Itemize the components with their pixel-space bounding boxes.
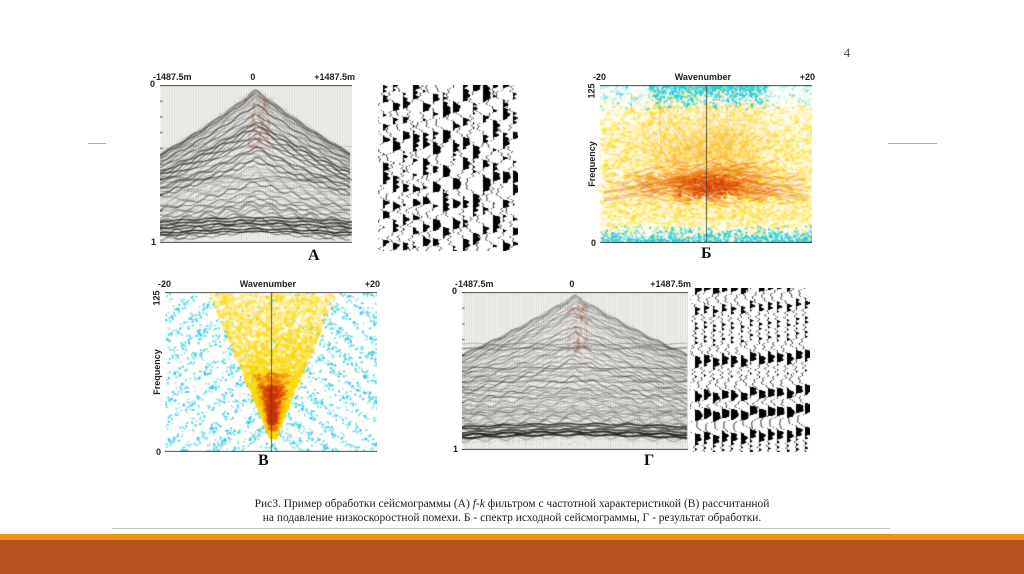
seismogram-A-canvas bbox=[160, 85, 352, 243]
axis-label-k-left: -20 bbox=[593, 72, 607, 82]
panel-B-letter: Б bbox=[701, 245, 712, 262]
axis-label-k-title: Wavenumber bbox=[674, 72, 731, 82]
axis-label-offset-left: -1487.5m bbox=[455, 279, 494, 289]
wiggle-A-canvas bbox=[378, 85, 518, 251]
seismogram-G-canvas bbox=[462, 292, 688, 450]
panel-B-wavenumber-axis: -20 Wavenumber +20 bbox=[593, 72, 815, 82]
axis-label-freq-min: 0 bbox=[156, 447, 162, 457]
axis-label-offset-left: -1487.5m bbox=[153, 72, 192, 82]
axis-label-offset-right: +1487.5m bbox=[314, 72, 355, 82]
axis-label-freq-min: 0 bbox=[591, 238, 597, 248]
axis-label-offset-right: +1487.5m bbox=[650, 279, 691, 289]
axis-label-frequency: Frequency bbox=[152, 349, 162, 395]
panel-V-wavenumber-axis: -20 Wavenumber +20 bbox=[158, 279, 380, 289]
decorative-line-left bbox=[88, 143, 106, 144]
spectrum-B-canvas bbox=[600, 85, 812, 243]
spectrum-V-canvas bbox=[165, 292, 377, 452]
panel-A-letter: А bbox=[308, 247, 320, 264]
footer-bar bbox=[0, 540, 1024, 574]
panel-V-fk-filter: -20 Wavenumber +20 125 Frequency 0 bbox=[152, 279, 380, 457]
axis-label-offset-zero: 0 bbox=[569, 279, 575, 289]
axis-label-time-bottom: 1 bbox=[151, 237, 157, 247]
figure-caption: Рис3. Пример обработки сейсмограммы (А) … bbox=[0, 497, 1024, 525]
axis-label-frequency: Frequency bbox=[587, 141, 597, 187]
axis-label-k-title: Wavenumber bbox=[239, 279, 296, 289]
decorative-line-right bbox=[888, 143, 937, 144]
panel-G-wiggle-traces bbox=[690, 288, 810, 452]
axis-label-k-right: +20 bbox=[364, 279, 380, 289]
panel-B-fk-spectrum: -20 Wavenumber +20 125 Frequency 0 bbox=[587, 72, 815, 248]
panel-V-letter: В bbox=[258, 452, 269, 469]
panel-A-offset-axis: -1487.5m 0 +1487.5m bbox=[153, 72, 355, 82]
panel-A-seismogram: -1487.5m 0 +1487.5m 0 1 bbox=[150, 72, 355, 247]
footer-accent-stripe bbox=[0, 534, 1024, 540]
panel-G-offset-axis: -1487.5m 0 +1487.5m bbox=[455, 279, 691, 289]
axis-label-time-top: 0 bbox=[452, 286, 458, 296]
axis-label-freq-max: 125 bbox=[586, 83, 597, 99]
axis-label-freq-max: 125 bbox=[151, 290, 162, 306]
axis-label-offset-zero: 0 bbox=[250, 72, 256, 82]
panel-G-seismogram: -1487.5m 0 +1487.5m 0 1 bbox=[452, 279, 691, 454]
axis-label-time-top: 0 bbox=[150, 79, 156, 89]
axis-label-k-right: +20 bbox=[799, 72, 815, 82]
caption-line-2: на подавление низкоскоростной помехи. Б … bbox=[262, 512, 762, 524]
slide-page-number: 4 bbox=[843, 45, 851, 60]
axis-label-k-left: -20 bbox=[158, 279, 172, 289]
panel-G-letter: Г bbox=[644, 452, 655, 469]
caption-rule bbox=[112, 528, 890, 529]
axis-label-time-bottom: 1 bbox=[453, 444, 459, 454]
caption-line-1: Рис3. Пример обработки сейсмограммы (А) … bbox=[254, 498, 770, 510]
wiggle-G-canvas bbox=[690, 288, 810, 452]
panel-A-wiggle-traces bbox=[378, 85, 518, 251]
